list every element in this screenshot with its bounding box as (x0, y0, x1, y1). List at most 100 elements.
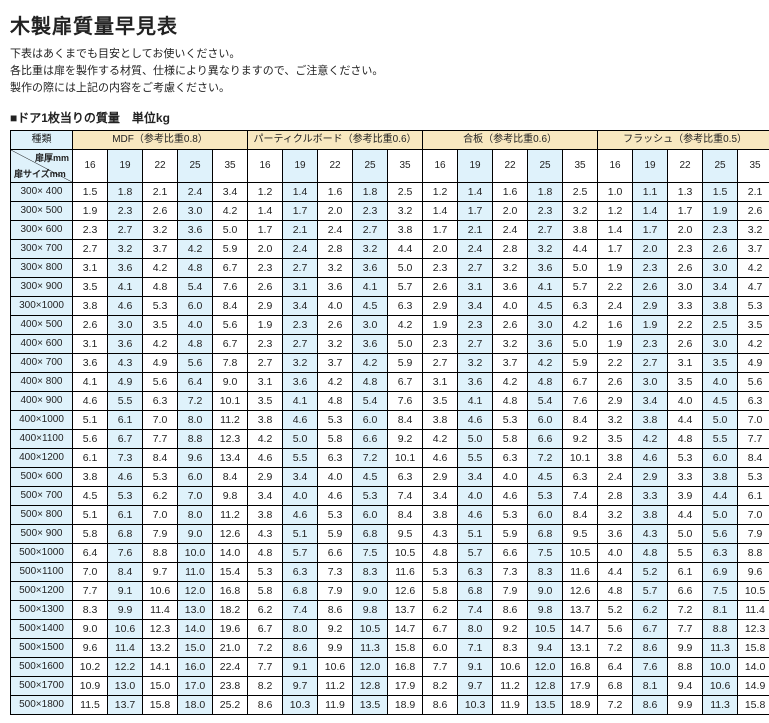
mass-cell: 3.8 (423, 506, 458, 525)
thickness-header: 35 (563, 150, 598, 183)
size-label: 500×1700 (11, 677, 73, 696)
mass-cell: 4.8 (178, 259, 213, 278)
table-row: 500×12007.79.110.612.016.85.86.87.99.012… (11, 582, 769, 601)
mass-cell: 5.1 (458, 525, 493, 544)
mass-cell: 2.3 (283, 316, 318, 335)
mass-cell: 3.8 (703, 297, 738, 316)
mass-cell: 3.1 (73, 335, 108, 354)
mass-cell: 3.8 (598, 449, 633, 468)
size-label: 300× 400 (11, 183, 73, 202)
mass-cell: 4.8 (248, 544, 283, 563)
thickness-header: 16 (598, 150, 633, 183)
mass-cell: 2.6 (143, 202, 178, 221)
mass-cell: 6.8 (598, 677, 633, 696)
mass-cell: 2.4 (283, 240, 318, 259)
size-label: 500× 700 (11, 487, 73, 506)
mass-cell: 11.3 (703, 696, 738, 715)
mass-cell: 3.4 (458, 468, 493, 487)
size-label: 400×1200 (11, 449, 73, 468)
mass-cell: 3.2 (738, 221, 769, 240)
size-label: 400×1000 (11, 411, 73, 430)
mass-cell: 3.5 (423, 392, 458, 411)
mass-cell: 23.8 (213, 677, 248, 696)
mass-cell: 3.7 (738, 240, 769, 259)
corner-diag-cell: 扉厚mm扉サイズmm (11, 150, 73, 183)
mass-cell: 11.2 (213, 506, 248, 525)
mass-cell: 7.9 (318, 582, 353, 601)
mass-cell: 5.6 (178, 354, 213, 373)
mass-cell: 3.2 (353, 240, 388, 259)
mass-cell: 14.0 (738, 658, 769, 677)
mass-cell: 7.6 (633, 658, 668, 677)
mass-cell: 3.6 (283, 373, 318, 392)
mass-cell: 2.5 (703, 316, 738, 335)
mass-cell: 13.0 (178, 601, 213, 620)
mass-cell: 3.8 (563, 221, 598, 240)
mass-cell: 8.6 (248, 696, 283, 715)
mass-cell: 3.2 (563, 202, 598, 221)
mass-cell: 5.3 (493, 506, 528, 525)
mass-cell: 10.1 (213, 392, 248, 411)
mass-cell: 10.6 (143, 582, 178, 601)
mass-cell: 6.4 (73, 544, 108, 563)
mass-cell: 4.1 (108, 278, 143, 297)
mass-cell: 9.8 (528, 601, 563, 620)
mass-cell: 3.4 (633, 392, 668, 411)
thickness-header: 35 (738, 150, 769, 183)
mass-cell: 3.3 (633, 487, 668, 506)
mass-cell: 4.5 (703, 392, 738, 411)
mass-cell: 10.3 (283, 696, 318, 715)
mass-cell: 1.9 (423, 316, 458, 335)
mass-cell: 9.0 (178, 525, 213, 544)
mass-cell: 11.4 (108, 639, 143, 658)
mass-cell: 3.1 (248, 373, 283, 392)
mass-cell: 3.6 (528, 335, 563, 354)
mass-cell: 7.0 (178, 487, 213, 506)
mass-cell: 1.8 (108, 183, 143, 202)
mass-cell: 2.3 (668, 240, 703, 259)
mass-cell: 3.1 (423, 373, 458, 392)
mass-cell: 3.0 (703, 259, 738, 278)
mass-cell: 9.9 (668, 696, 703, 715)
mass-cell: 3.5 (143, 316, 178, 335)
mass-cell: 12.0 (353, 658, 388, 677)
mass-cell: 4.0 (703, 373, 738, 392)
mass-cell: 3.0 (668, 278, 703, 297)
mass-cell: 16.8 (213, 582, 248, 601)
mass-cell: 5.3 (318, 411, 353, 430)
mass-cell: 21.0 (213, 639, 248, 658)
mass-cell: 4.4 (388, 240, 423, 259)
notes-block: 下表はあくまでも目安としてお使いください。 各比重は扉を製作する材質、仕様により… (10, 45, 759, 95)
mass-cell: 1.2 (423, 183, 458, 202)
mass-cell: 3.2 (458, 354, 493, 373)
mass-cell: 10.6 (703, 677, 738, 696)
mass-cell: 11.2 (493, 677, 528, 696)
mass-cell: 4.6 (108, 297, 143, 316)
mass-cell: 9.0 (528, 582, 563, 601)
mass-cell: 25.2 (213, 696, 248, 715)
mass-cell: 5.8 (318, 430, 353, 449)
mass-cell: 4.1 (528, 278, 563, 297)
thickness-header: 35 (213, 150, 248, 183)
mass-cell: 6.8 (528, 525, 563, 544)
mass-cell: 2.7 (353, 221, 388, 240)
mass-cell: 1.9 (73, 202, 108, 221)
mass-cell: 4.2 (738, 259, 769, 278)
mass-cell: 5.9 (318, 525, 353, 544)
mass-cell: 2.3 (633, 259, 668, 278)
mass-cell: 2.0 (633, 240, 668, 259)
mass-cell: 5.5 (458, 449, 493, 468)
mass-cell: 3.2 (143, 221, 178, 240)
mass-cell: 6.3 (388, 468, 423, 487)
mass-cell: 2.4 (598, 468, 633, 487)
size-label: 300× 900 (11, 278, 73, 297)
mass-cell: 2.6 (633, 278, 668, 297)
mass-cell: 4.0 (668, 392, 703, 411)
mass-cell: 14.0 (178, 620, 213, 639)
mass-cell: 1.4 (423, 202, 458, 221)
mass-cell: 3.1 (283, 278, 318, 297)
mass-cell: 1.4 (458, 183, 493, 202)
mass-cell: 5.8 (248, 582, 283, 601)
mass-cell: 9.0 (353, 582, 388, 601)
mass-cell: 6.0 (423, 639, 458, 658)
